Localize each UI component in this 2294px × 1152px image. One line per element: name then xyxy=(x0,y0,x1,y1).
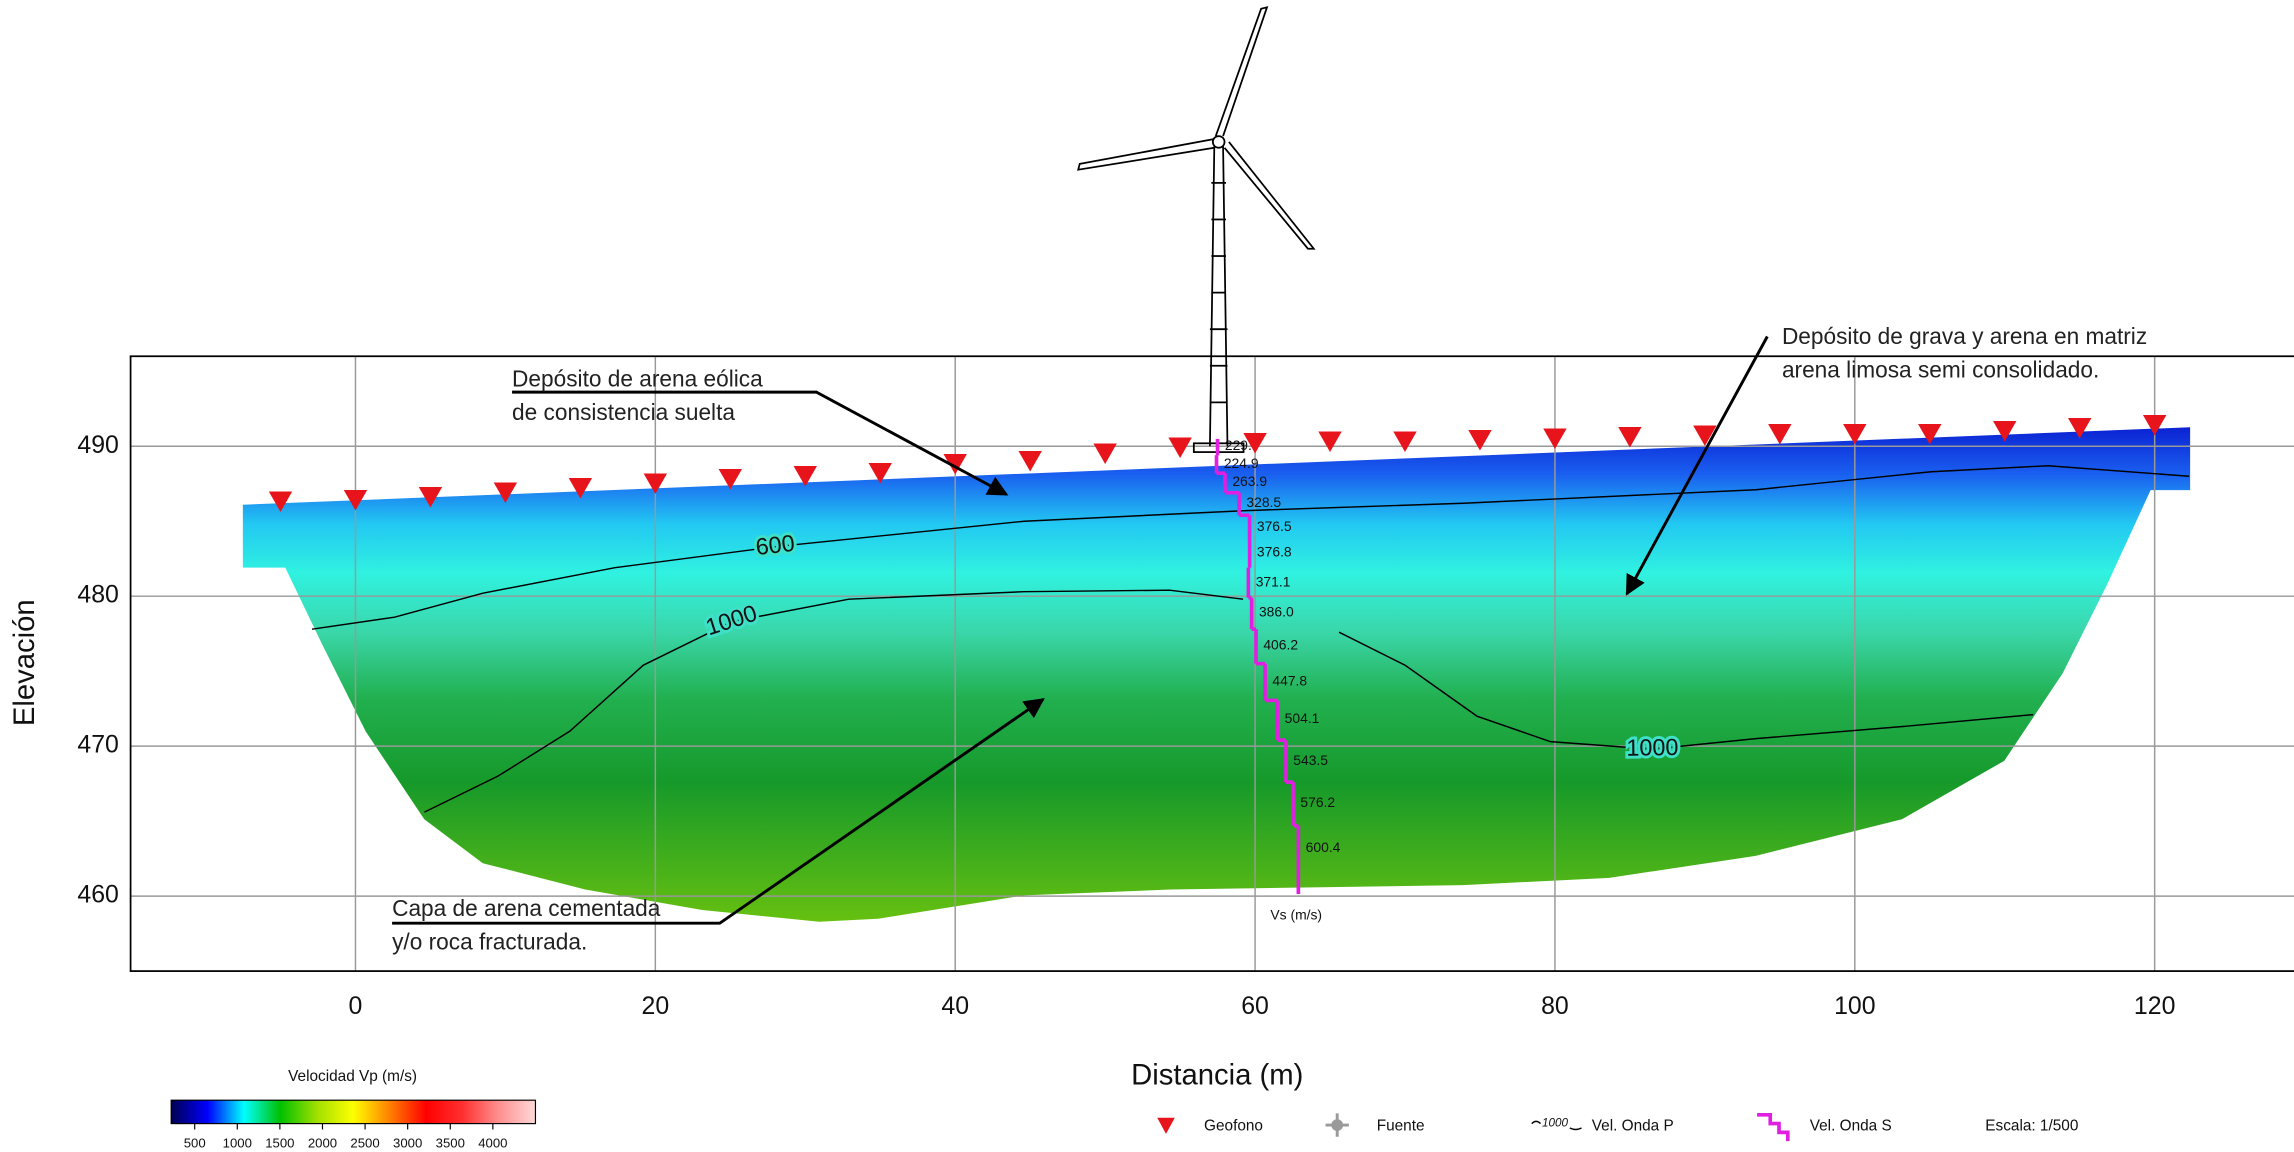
contour-label: 1000 xyxy=(1626,734,1678,761)
data-layer: 60010001000229.7224.9263.9328.5376.5376.… xyxy=(268,414,2190,895)
geophone xyxy=(1243,432,1267,454)
velocity-body xyxy=(242,427,2191,922)
legend-geophone-symbol xyxy=(1157,1117,1175,1134)
x-tick-label: 0 xyxy=(349,992,363,1020)
annotation-text: de consistencia suelta xyxy=(512,399,735,425)
geophone xyxy=(643,473,668,494)
geophone xyxy=(1843,423,1867,445)
contour-line xyxy=(311,465,2190,630)
annotation-text: Depósito de arena eólica xyxy=(512,365,763,391)
vs-value-label: 600.4 xyxy=(1306,839,1341,855)
geophone xyxy=(1693,425,1717,446)
legend-source-symbol xyxy=(1325,1113,1349,1137)
legend-contour-symbol xyxy=(1569,1127,1582,1131)
x-tick-label: 100 xyxy=(1834,992,1875,1020)
y-tick-label: 470 xyxy=(77,731,118,759)
geophone xyxy=(1618,426,1642,448)
geophone xyxy=(1318,431,1342,452)
geophone xyxy=(793,465,817,487)
geophone xyxy=(1093,443,1117,464)
vs-value-label: 543.5 xyxy=(1293,752,1328,768)
annotation-text: arena limosa semi consolidado. xyxy=(1782,357,2099,383)
vs-label: Vs (m/s) xyxy=(1270,907,1322,923)
vs-value-label: 376.5 xyxy=(1257,518,1292,534)
geophone xyxy=(1543,428,1567,449)
x-tick-label: 60 xyxy=(1241,992,1269,1020)
geophone xyxy=(943,453,967,475)
colorbar-tick-label: 500 xyxy=(184,1136,206,1151)
x-tick-label: 20 xyxy=(642,992,670,1020)
legend-label: Vel. Onda P xyxy=(1592,1118,1674,1135)
annotation-text: y/o roca fracturada. xyxy=(392,929,587,955)
annotations xyxy=(392,335,1769,925)
geophone xyxy=(1393,431,1417,452)
scale-text: Escala: 1/500 xyxy=(1985,1118,2078,1135)
colorbar-tick-label: 4000 xyxy=(478,1136,507,1151)
geophone xyxy=(1468,429,1492,451)
colorbar-tick-label: 1000 xyxy=(223,1136,252,1151)
legend-contour-level: 1000 xyxy=(1542,1117,1569,1130)
geophone xyxy=(493,482,518,503)
geophone xyxy=(1768,423,1792,445)
x-axis-title: Distancia (m) xyxy=(1131,1060,1303,1092)
geophone xyxy=(568,477,593,499)
geophone xyxy=(268,491,293,512)
geophone xyxy=(418,486,443,508)
legend: Geofono Fuente 1000 Vel. Onda P Vel. Ond… xyxy=(1157,1112,2078,1142)
colorbar-title: Velocidad Vp (m/s) xyxy=(288,1068,417,1085)
contour-label: 600 xyxy=(754,530,796,560)
annotation-leader xyxy=(392,698,1045,925)
colorbar xyxy=(170,1099,537,1125)
colorbar-tick-label: 2500 xyxy=(350,1136,379,1151)
colorbar-tick-label: 3500 xyxy=(436,1136,465,1151)
legend-label: Vel. Onda S xyxy=(1810,1118,1892,1135)
vs-value-label: 447.8 xyxy=(1272,672,1307,688)
x-tick-label: 120 xyxy=(2134,992,2175,1020)
colorbar-tick-label: 1500 xyxy=(265,1136,294,1151)
vs-value-label: 576.2 xyxy=(1300,794,1335,810)
colorbar-tick-label: 2000 xyxy=(308,1136,337,1151)
legend-vs-symbol xyxy=(1757,1112,1790,1142)
vs-value-label: 386.0 xyxy=(1259,603,1294,619)
x-tick-label: 80 xyxy=(1541,992,1569,1020)
vs-value-label: 376.8 xyxy=(1257,543,1292,559)
geophone xyxy=(1918,423,1942,445)
contour-line xyxy=(424,589,2034,813)
plot-frame xyxy=(129,355,2294,972)
y-axis-title: Elevación xyxy=(9,599,41,726)
geophone xyxy=(343,489,368,511)
annotation-text: Capa de arena cementada xyxy=(392,895,661,921)
legend-label: Fuente xyxy=(1377,1118,1425,1135)
wind-turbine xyxy=(1077,6,1316,453)
colorbar-tick-label: 3000 xyxy=(393,1136,422,1151)
geophone xyxy=(2142,414,2167,436)
y-tick-label: 460 xyxy=(77,881,118,909)
vs-value-label: 328.5 xyxy=(1246,494,1281,510)
legend-contour-symbol xyxy=(1531,1120,1542,1125)
geophone xyxy=(1168,437,1192,458)
geophone xyxy=(2068,417,2092,439)
geophone xyxy=(1993,420,2017,442)
vs-value-label: 406.2 xyxy=(1263,636,1298,652)
x-tick-label: 40 xyxy=(941,992,969,1020)
annotation-text: Depósito de grava y arena en matriz xyxy=(1782,323,2147,349)
vs-value-label: 224.9 xyxy=(1224,455,1259,471)
legend-label: Geofono xyxy=(1204,1118,1263,1135)
geophone xyxy=(868,462,892,484)
vs-value-label: 371.1 xyxy=(1256,573,1291,589)
geophone xyxy=(1018,450,1042,472)
y-tick-label: 490 xyxy=(77,431,118,459)
geophone xyxy=(718,468,743,490)
colorbar-ticks: 500 1000 1500 2000 2500 3000 3500 4000 xyxy=(184,1123,508,1151)
vs-value-label: 263.9 xyxy=(1232,473,1267,489)
annotation-leader xyxy=(512,390,1009,496)
vs-value-label: 504.1 xyxy=(1285,710,1320,726)
annotation-leader xyxy=(1625,335,1769,596)
y-tick-label: 480 xyxy=(77,581,118,609)
